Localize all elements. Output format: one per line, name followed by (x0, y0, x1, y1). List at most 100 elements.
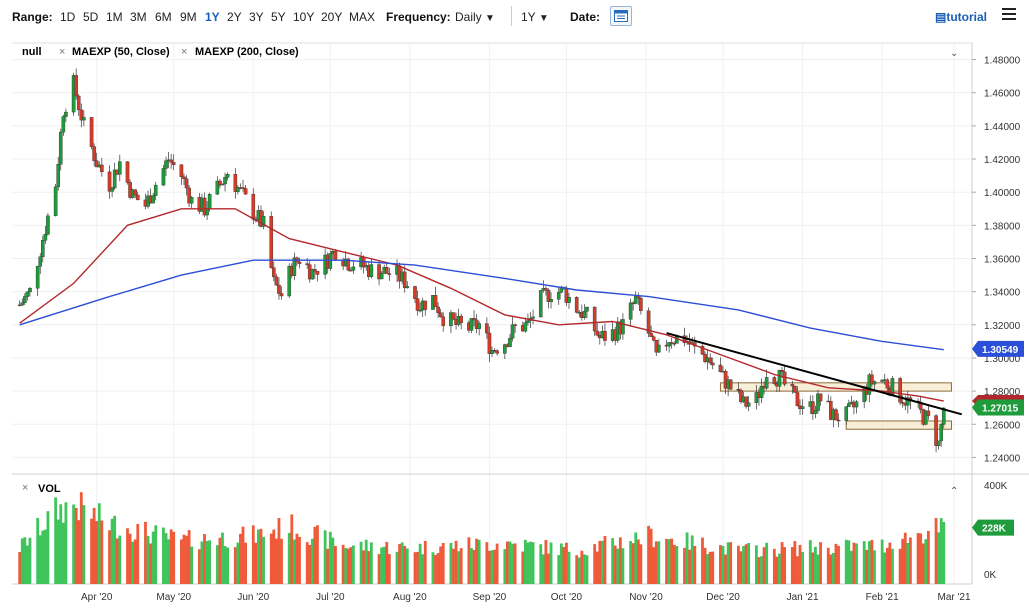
volume-bars (18, 492, 946, 584)
volume-bar (765, 542, 769, 584)
volume-bar (305, 542, 309, 584)
volume-bar (888, 542, 892, 584)
candle-body (710, 362, 715, 366)
volume-bar (434, 554, 437, 584)
range-1m[interactable]: 1M (106, 10, 123, 24)
candle-body (112, 169, 117, 189)
volume-bar (349, 547, 353, 584)
range-3y[interactable]: 3Y (249, 10, 264, 24)
range-6m[interactable]: 6M (155, 10, 172, 24)
range-max[interactable]: MAX (349, 10, 376, 24)
frequency-select[interactable]: Daily ▼ (455, 10, 495, 24)
candle-body (333, 251, 338, 261)
volume-bar (580, 550, 584, 584)
candle-body (187, 187, 191, 204)
volume-bar (724, 554, 727, 584)
date-picker-button[interactable] (610, 6, 632, 26)
range-3m[interactable]: 3M (130, 10, 147, 24)
candle-body (510, 324, 515, 339)
range-1y[interactable]: 1Y (205, 10, 220, 24)
candle-body (351, 266, 356, 271)
volume-bar (598, 540, 602, 584)
volume-bar (603, 536, 607, 584)
range-2y[interactable]: 2Y (227, 10, 242, 24)
candle-body (836, 419, 841, 422)
x-tick-label: Apr '20 (81, 592, 113, 603)
volume-bar (475, 538, 478, 584)
volume-bar (362, 550, 366, 584)
volume-bar (675, 546, 679, 584)
volume-bar (937, 532, 941, 584)
volume-bar (344, 548, 348, 584)
volume-bar (708, 551, 712, 584)
candle-body (790, 384, 795, 387)
volume-bar (870, 539, 874, 584)
volume-bar (421, 554, 425, 584)
candle-body (277, 284, 281, 294)
volume-bar (772, 548, 776, 584)
volume-bar (131, 541, 135, 584)
legend-remove-ma50-icon[interactable]: × (59, 46, 65, 58)
volume-bar (364, 539, 368, 584)
candle-body (20, 302, 25, 306)
candle-body (834, 409, 838, 421)
range-1d[interactable]: 1D (60, 10, 76, 24)
volume-bar (616, 548, 620, 584)
volume-bar (467, 537, 471, 584)
range-5d[interactable]: 5D (83, 10, 99, 24)
volume-bar (855, 543, 858, 584)
candle-body (207, 194, 212, 209)
volume-bar (72, 504, 76, 584)
volume-bar (831, 552, 835, 584)
volume-bar (934, 518, 938, 584)
legend-remove-vol-icon[interactable]: × (22, 482, 28, 494)
volume-bar (834, 543, 838, 584)
vol-tick-label: 400K (984, 481, 1008, 492)
candle-body (811, 401, 815, 414)
volume-bar (341, 544, 345, 584)
period-select[interactable]: 1Y ▼ (521, 10, 549, 24)
candle-body (220, 183, 225, 186)
volume-bar (775, 556, 779, 584)
volume-bar (721, 545, 725, 584)
volume-bar (380, 547, 384, 584)
tutorial-link[interactable]: ▤tutorial (935, 10, 988, 24)
volume-bar (701, 537, 704, 584)
volume-bar (43, 529, 47, 584)
hamburger-menu-icon[interactable] (1002, 8, 1016, 20)
range-10y[interactable]: 10Y (293, 10, 315, 24)
candle-body (161, 168, 166, 186)
range-20y[interactable]: 20Y (321, 10, 343, 24)
candle-body (369, 264, 374, 277)
frequency-label: Frequency: (386, 10, 451, 24)
candle-body (405, 286, 410, 289)
volume-bar (418, 543, 422, 584)
candle-body (25, 291, 30, 297)
legend-remove-ma200-icon[interactable]: × (181, 46, 187, 58)
candle-body (292, 257, 297, 276)
legend-collapse-chevron-icon[interactable]: ⌄ (950, 48, 958, 59)
y-tick-label: 1.38000 (984, 221, 1021, 232)
volume-bar (20, 538, 24, 584)
candle-body (739, 390, 743, 403)
range-9m[interactable]: 9M (180, 10, 197, 24)
volume-bar (323, 530, 327, 584)
volume-bar (115, 538, 119, 584)
volume-bar (939, 518, 943, 584)
candle-body (459, 315, 463, 323)
volume-bar (667, 539, 671, 584)
candle-body (328, 253, 333, 269)
volume-bar (154, 525, 158, 584)
candle-body (202, 197, 207, 216)
candle-body (477, 323, 481, 329)
volume-bar (367, 551, 371, 584)
volume-bar (942, 521, 946, 584)
candle-body (241, 187, 245, 189)
candle-body (379, 273, 384, 280)
vol-collapse-chevron-icon[interactable]: ⌃ (950, 486, 958, 497)
range-5y[interactable]: 5Y (271, 10, 286, 24)
volume-bar (182, 534, 186, 584)
price-chart[interactable]: 1.48000 1.46000 1.44000 1.42000 1.40000 1.380… (0, 34, 1029, 608)
volume-bar (431, 552, 435, 584)
volume-bar (575, 555, 579, 584)
